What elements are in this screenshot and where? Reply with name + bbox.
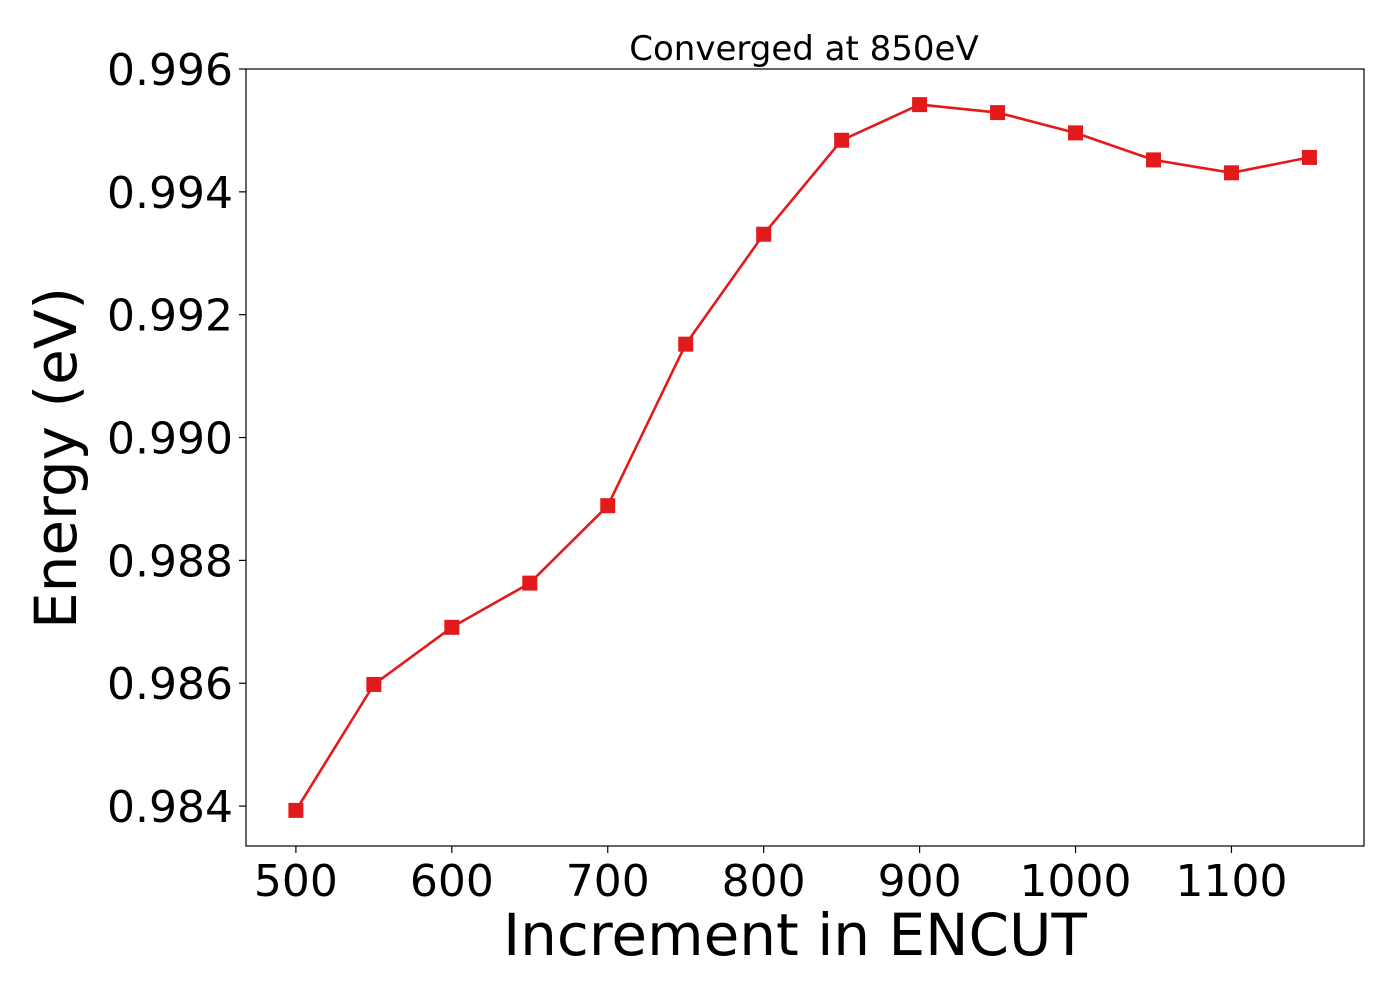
data-point — [912, 97, 928, 113]
data-point — [1068, 125, 1084, 141]
data-point — [444, 619, 460, 635]
x-tick-label: 1100 — [1175, 856, 1287, 907]
x-axis-title: Increment in ENCUT — [503, 901, 1087, 969]
x-tick-label: 1000 — [1020, 856, 1132, 907]
data-point — [522, 575, 538, 591]
y-tick-label: 0.986 — [107, 659, 233, 710]
x-tick-label: 900 — [878, 856, 962, 907]
data-point — [678, 336, 694, 352]
data-point — [288, 802, 304, 818]
data-point — [1145, 152, 1161, 168]
data-point — [990, 105, 1006, 121]
data-point — [366, 676, 382, 692]
y-axis-title: Energy (eV) — [22, 287, 90, 629]
data-point — [1301, 149, 1317, 165]
chart-title: Converged at 850eV — [629, 29, 978, 69]
x-axis: 500 600 700 800 900 1000 1100 — [254, 846, 1287, 907]
plot-frame — [245, 68, 1365, 847]
plot-area — [245, 68, 1365, 847]
x-tick-label: 500 — [254, 856, 338, 907]
x-tick-label: 700 — [566, 856, 650, 907]
y-tick-label: 0.992 — [107, 291, 233, 342]
y-tick-label: 0.988 — [107, 536, 233, 587]
x-tick-label: 600 — [410, 856, 494, 907]
x-tick-label: 800 — [722, 856, 806, 907]
y-tick-label: 0.994 — [107, 168, 233, 219]
data-point — [600, 498, 616, 514]
y-tick-label: 0.996 — [107, 45, 233, 96]
series-layer — [288, 97, 1317, 818]
data-point — [756, 226, 772, 242]
series-line — [294, 103, 1310, 812]
y-axis: 0.984 0.986 0.988 0.990 0.992 0.994 0.996 — [107, 45, 246, 833]
y-tick-label: 0.984 — [107, 782, 233, 833]
y-tick-label: 0.990 — [107, 414, 233, 465]
data-point — [1223, 165, 1239, 181]
data-point — [834, 132, 850, 148]
